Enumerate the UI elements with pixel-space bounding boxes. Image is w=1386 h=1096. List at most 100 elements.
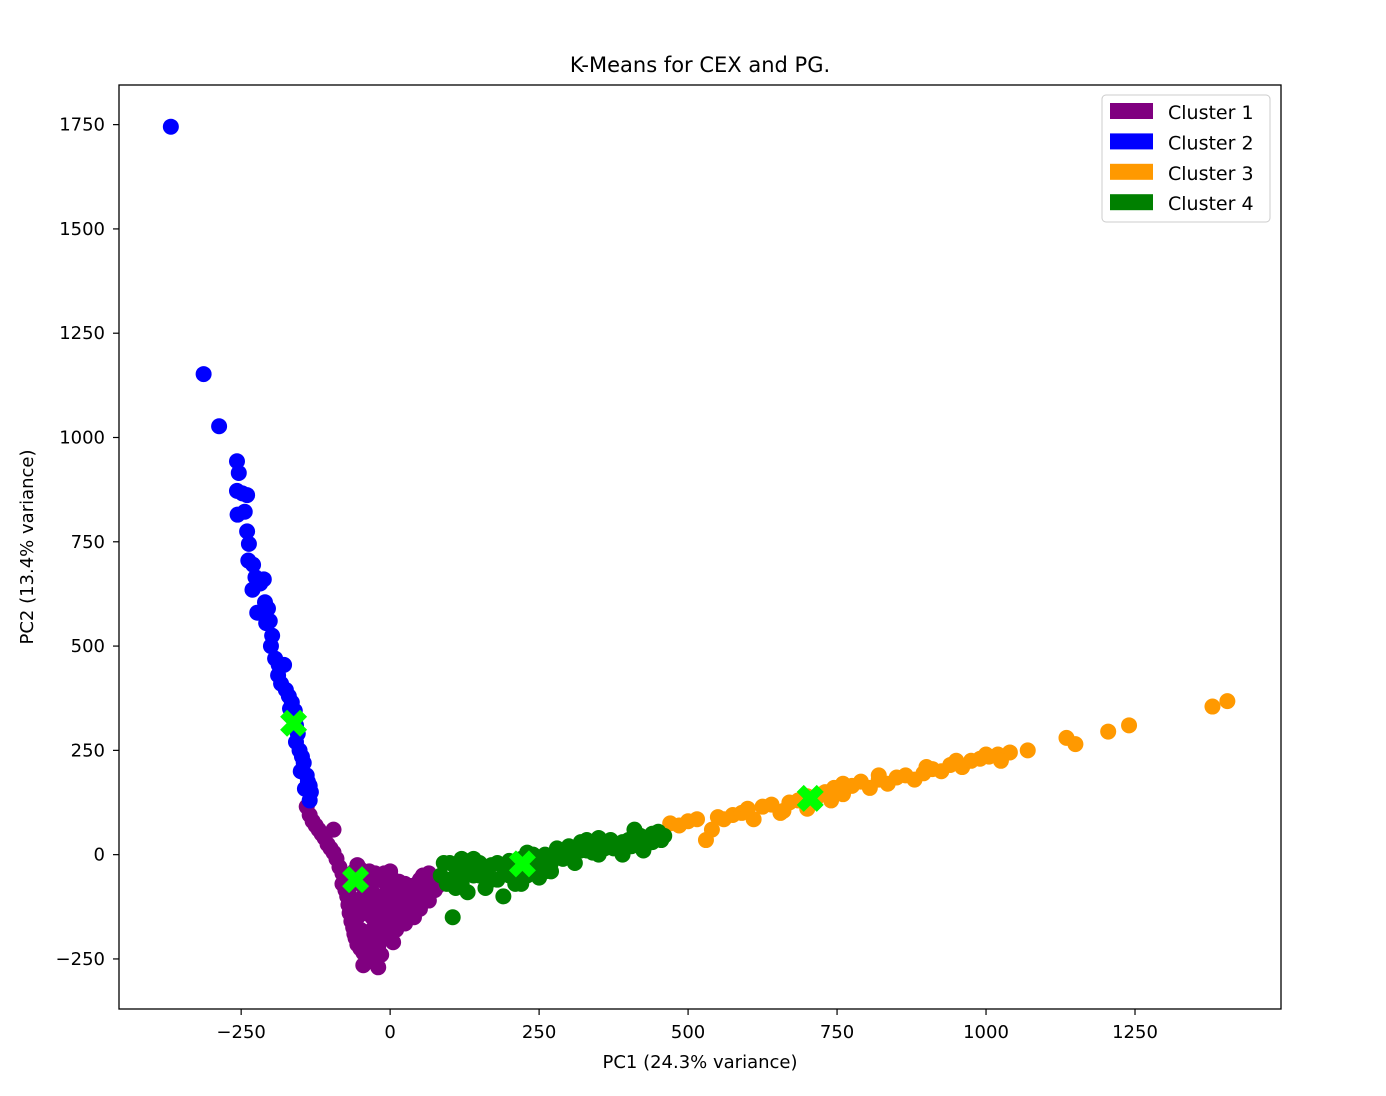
data-point	[507, 875, 524, 892]
centroid-marker	[508, 850, 536, 878]
data-point	[703, 821, 720, 838]
data-point	[1204, 698, 1221, 715]
y-tick-label: 1250	[59, 323, 105, 344]
data-point	[495, 888, 512, 905]
data-point	[195, 366, 212, 383]
data-point	[554, 842, 571, 859]
data-point	[373, 946, 390, 963]
data-point	[614, 846, 631, 863]
legend-swatch	[1110, 103, 1153, 119]
data-point	[236, 503, 253, 520]
data-point	[1121, 717, 1138, 734]
axis-ticks: −250 0 250 500 750 1000 1250 −250 0 250 500 750 1000…	[56, 115, 1158, 1043]
legend-box	[1101, 94, 1271, 223]
data-point	[635, 842, 652, 859]
y-tick-label: 250	[71, 740, 105, 761]
x-tick-label: 0	[384, 1022, 395, 1043]
data-point	[689, 811, 706, 828]
series-1	[298, 798, 446, 976]
data-point	[255, 571, 272, 588]
y-tick-label: 750	[71, 532, 105, 553]
data-point	[258, 615, 275, 632]
data-point	[1219, 693, 1236, 710]
data-point	[262, 638, 279, 655]
legend: Cluster 1 Cluster 2 Cluster 3 Cluster 4	[1101, 94, 1271, 223]
data-point	[543, 863, 560, 880]
data-point	[745, 811, 762, 828]
data-point	[438, 875, 455, 892]
data-point	[370, 959, 387, 976]
chart-title: K-Means for CEX and PG.	[570, 53, 830, 77]
data-point	[531, 850, 548, 867]
data-point	[948, 752, 965, 769]
centroid-marker	[280, 709, 308, 737]
data-point	[408, 880, 425, 897]
legend-swatch	[1110, 194, 1153, 211]
data-point	[397, 915, 414, 932]
data-point	[441, 854, 458, 871]
data-point	[240, 535, 257, 552]
data-point	[590, 829, 607, 846]
data-point	[349, 909, 366, 926]
data-point	[1019, 742, 1036, 759]
data-point	[239, 487, 256, 504]
y-tick-label: 1000	[59, 427, 105, 448]
y-tick-label: 500	[71, 636, 105, 657]
data-point	[775, 802, 792, 819]
data-point	[1067, 736, 1084, 753]
series-4	[432, 821, 673, 926]
data-point	[402, 902, 419, 919]
legend-swatch	[1110, 163, 1153, 180]
data-point	[1100, 723, 1117, 740]
data-point	[239, 523, 256, 540]
data-point	[978, 746, 995, 763]
y-tick-label: −250	[56, 949, 105, 970]
data-point	[626, 821, 643, 838]
legend-label: Cluster 2	[1168, 132, 1254, 154]
data-point	[566, 854, 583, 871]
axes-frame	[118, 84, 1282, 1010]
data-point	[450, 865, 467, 882]
data-point	[301, 792, 318, 809]
x-tick-label: 1000	[963, 1022, 1009, 1043]
data-point	[259, 600, 276, 617]
data-point	[823, 792, 840, 809]
centroid-marker	[342, 866, 370, 894]
y-axis-label: PC2 (13.4% variance)	[17, 449, 38, 644]
data-point	[578, 832, 595, 849]
x-tick-label: 250	[522, 1022, 556, 1043]
x-tick-label: 500	[671, 1022, 705, 1043]
plot-area	[162, 118, 1236, 976]
data-point	[245, 556, 262, 573]
data-point	[465, 867, 482, 884]
legend-label: Cluster 4	[1168, 193, 1254, 215]
data-point	[650, 823, 667, 840]
data-point	[211, 418, 228, 435]
data-point	[444, 909, 461, 926]
data-point	[162, 118, 179, 135]
data-point	[495, 859, 512, 876]
x-tick-label: 1250	[1112, 1022, 1158, 1043]
centroids	[280, 709, 824, 894]
data-point	[870, 767, 887, 784]
data-point	[483, 871, 500, 888]
series-2	[162, 118, 319, 809]
y-tick-label: 1750	[59, 115, 105, 136]
centroid-marker	[796, 784, 824, 812]
x-axis-label: PC1 (24.3% variance)	[602, 1052, 797, 1073]
data-point	[602, 832, 619, 849]
data-point	[992, 752, 1009, 769]
legend-label: Cluster 3	[1168, 163, 1254, 185]
y-tick-label: 1500	[59, 219, 105, 240]
data-point	[385, 934, 402, 951]
data-point	[355, 957, 372, 974]
x-tick-label: −250	[216, 1022, 265, 1043]
data-point	[918, 759, 935, 776]
legend-swatch	[1110, 133, 1153, 150]
data-point	[835, 775, 852, 792]
data-point	[376, 865, 393, 882]
data-point	[325, 821, 342, 838]
data-point	[367, 913, 384, 930]
y-tick-label: 0	[94, 845, 105, 866]
